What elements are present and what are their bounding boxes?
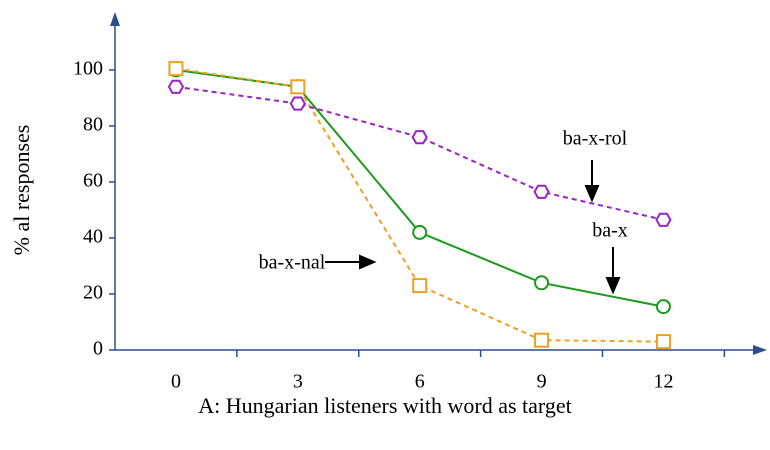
series-line xyxy=(175,67,664,343)
y-tick-label: 40 xyxy=(83,226,103,248)
x-axis-label: A: Hungarian listeners with word as targ… xyxy=(198,393,572,418)
point xyxy=(655,299,671,315)
y-tick-label: 80 xyxy=(83,114,103,136)
y-tick-label: 0 xyxy=(93,338,103,360)
point xyxy=(411,130,428,145)
x-tick-label: 12 xyxy=(653,371,673,393)
point xyxy=(534,275,550,291)
point xyxy=(655,334,671,350)
annotation: ba-x xyxy=(592,220,628,242)
point xyxy=(412,278,428,294)
annotation: ba-x-rol xyxy=(563,128,628,150)
annotation: ba-x-nal xyxy=(259,252,326,274)
point xyxy=(533,184,550,199)
annotation-arrows xyxy=(325,160,621,295)
point xyxy=(655,212,672,227)
x-tick-label: 3 xyxy=(293,371,303,393)
point xyxy=(290,79,306,95)
y-tick-label: 100 xyxy=(73,58,103,80)
y-axis-arrow xyxy=(110,12,120,26)
x-tick-label: 6 xyxy=(415,371,425,393)
x-tick-label: 0 xyxy=(171,371,181,393)
point xyxy=(412,224,428,240)
point xyxy=(289,96,306,111)
x-axis-arrow xyxy=(753,345,767,355)
y-tick-label: 20 xyxy=(83,282,103,304)
y-axis-label: % al responses xyxy=(9,125,34,256)
series-line xyxy=(175,85,664,221)
y-tick-label: 60 xyxy=(83,170,103,192)
point xyxy=(167,79,185,94)
point xyxy=(168,61,184,77)
x-tick-label: 9 xyxy=(537,371,547,393)
point xyxy=(534,332,550,348)
